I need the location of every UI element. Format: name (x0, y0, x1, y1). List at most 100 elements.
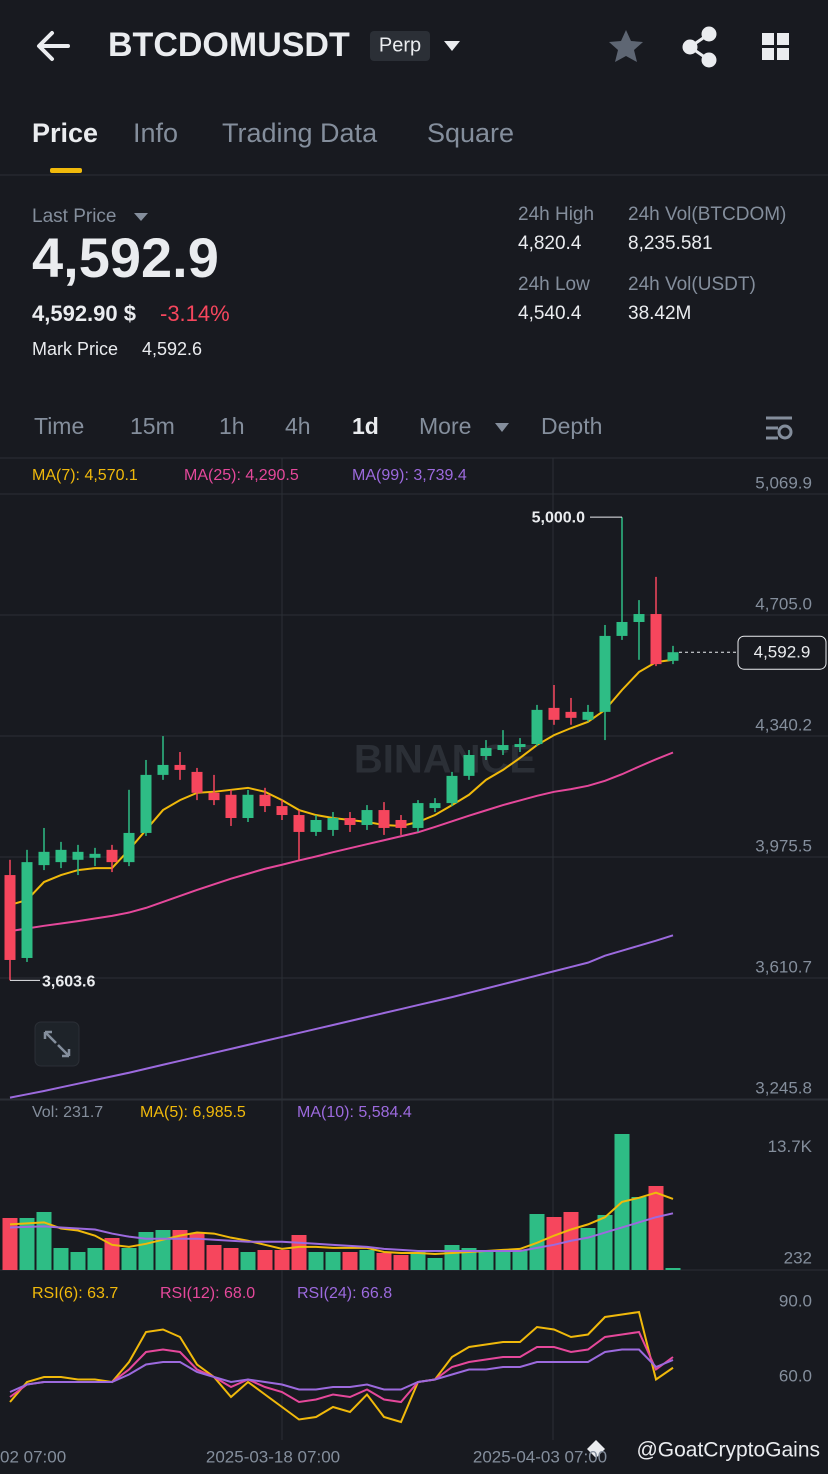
legend-entry: MA(10): 5,584.4 (297, 1104, 412, 1121)
candle-body (344, 818, 356, 825)
grid-cell (777, 33, 789, 45)
volume-bar (478, 1250, 494, 1270)
interval[interactable]: 1h (219, 413, 245, 439)
candle-body (327, 818, 339, 830)
price-dropdown[interactable] (134, 213, 148, 221)
interval[interactable]: 4h (285, 413, 311, 439)
volume-bar (393, 1254, 409, 1270)
price-change: -3.14% (160, 301, 230, 326)
volume-bar (427, 1257, 443, 1270)
stat-label: 24h Low (518, 274, 590, 295)
volume-bar (291, 1234, 307, 1270)
candle-body (259, 794, 271, 807)
x-tick-label: 02 07:00 (0, 1447, 66, 1466)
candle-body (599, 635, 611, 712)
indicator-line (9, 1310, 674, 1424)
grid-cell (762, 48, 774, 60)
tab-indicator (50, 168, 82, 173)
last-price-tag: 4,592.9 (754, 643, 811, 662)
candle-body (378, 810, 390, 828)
candle-body (633, 614, 645, 622)
candle-body (548, 707, 560, 720)
candle-body (123, 832, 135, 863)
symbol: BTCDOMUSDT (108, 26, 350, 64)
candle-body (616, 621, 628, 636)
indicator-line (9, 1330, 674, 1404)
candle-body (106, 849, 118, 863)
legend-entry: MA(7): 4,570.1 (32, 467, 138, 484)
volume-bar (546, 1217, 562, 1270)
volume-bar (19, 1217, 35, 1270)
tab[interactable]: Square (427, 118, 514, 148)
candle-body (565, 711, 577, 718)
candle-body (497, 745, 509, 751)
volume-bar (36, 1211, 52, 1270)
tab[interactable]: Trading Data (222, 118, 378, 148)
tab[interactable]: Info (133, 118, 178, 148)
more-dropdown[interactable] (495, 423, 509, 432)
candle-body (157, 764, 169, 775)
share-lines (687, 32, 710, 62)
candle-body (582, 711, 594, 720)
x-tick-label: 2025-04-03 07:00 (473, 1447, 607, 1466)
volume-bar (580, 1227, 596, 1270)
stat-value: 38.42M (628, 303, 691, 324)
candle-body (480, 748, 492, 756)
y-tick-label: 232 (784, 1248, 812, 1267)
candle-body (446, 775, 458, 804)
candle-body (140, 774, 152, 833)
volume-bar (189, 1232, 205, 1270)
stat-value: 4,820.4 (518, 233, 582, 254)
y-tick-label: 3,245.8 (755, 1078, 812, 1097)
volume-bar (376, 1252, 392, 1270)
interval[interactable]: 15m (130, 413, 175, 439)
legend-entry: RSI(24): 66.8 (297, 1285, 392, 1302)
y-tick-label: 13.7K (768, 1137, 813, 1156)
favorite-button[interactable] (609, 30, 643, 62)
tab[interactable]: Price (32, 118, 98, 148)
share-button[interactable] (682, 26, 717, 68)
volume-bar (87, 1247, 103, 1270)
volume-bar (461, 1247, 477, 1270)
candle-body (208, 792, 220, 801)
indicator-line (9, 1348, 674, 1393)
interval[interactable]: Time (34, 413, 84, 439)
candle-body (667, 652, 679, 661)
y-tick-label: 3,610.7 (755, 957, 812, 976)
volume-bar (325, 1251, 341, 1270)
volume-bar (665, 1268, 681, 1270)
watermark: BINANCE (354, 738, 536, 782)
interval[interactable]: More (419, 413, 471, 439)
legend-entry: MA(99): 3,739.4 (352, 467, 467, 484)
y-tick-label: 60.0 (779, 1366, 812, 1385)
grid-menu-button[interactable] (762, 33, 789, 60)
x-tick-label: 2025-03-18 07:00 (206, 1447, 340, 1466)
candle-body (55, 849, 67, 863)
candle-body (310, 820, 322, 832)
indicator-line (9, 934, 674, 1099)
chart-settings-button[interactable] (766, 416, 793, 440)
volume-bar (206, 1244, 222, 1270)
candle-body (276, 806, 288, 816)
fullscreen-button[interactable] (34, 1021, 80, 1067)
stat-value: 4,540.4 (518, 303, 582, 324)
interval[interactable]: Depth (541, 413, 602, 439)
back-button[interactable] (37, 31, 70, 61)
volume-bar (274, 1250, 290, 1270)
symbol-dropdown[interactable] (444, 41, 460, 51)
volume-bar (648, 1185, 664, 1270)
volume-bar (410, 1251, 426, 1270)
y-tick-label: 90.0 (779, 1291, 812, 1310)
badge: Perp (379, 34, 421, 56)
volume-bar (240, 1251, 256, 1270)
indicator-line (9, 658, 674, 906)
volume-bar (631, 1197, 647, 1270)
candle-body (21, 862, 33, 958)
volume-bar (223, 1247, 239, 1270)
legend-entry: MA(5): 6,985.5 (140, 1104, 246, 1121)
last-price: 4,592.9 (32, 226, 219, 289)
volume-bar (70, 1251, 86, 1270)
interval[interactable]: 1d (352, 413, 379, 439)
candle-body (463, 754, 475, 776)
high-label: 5,000.0 (532, 509, 585, 526)
